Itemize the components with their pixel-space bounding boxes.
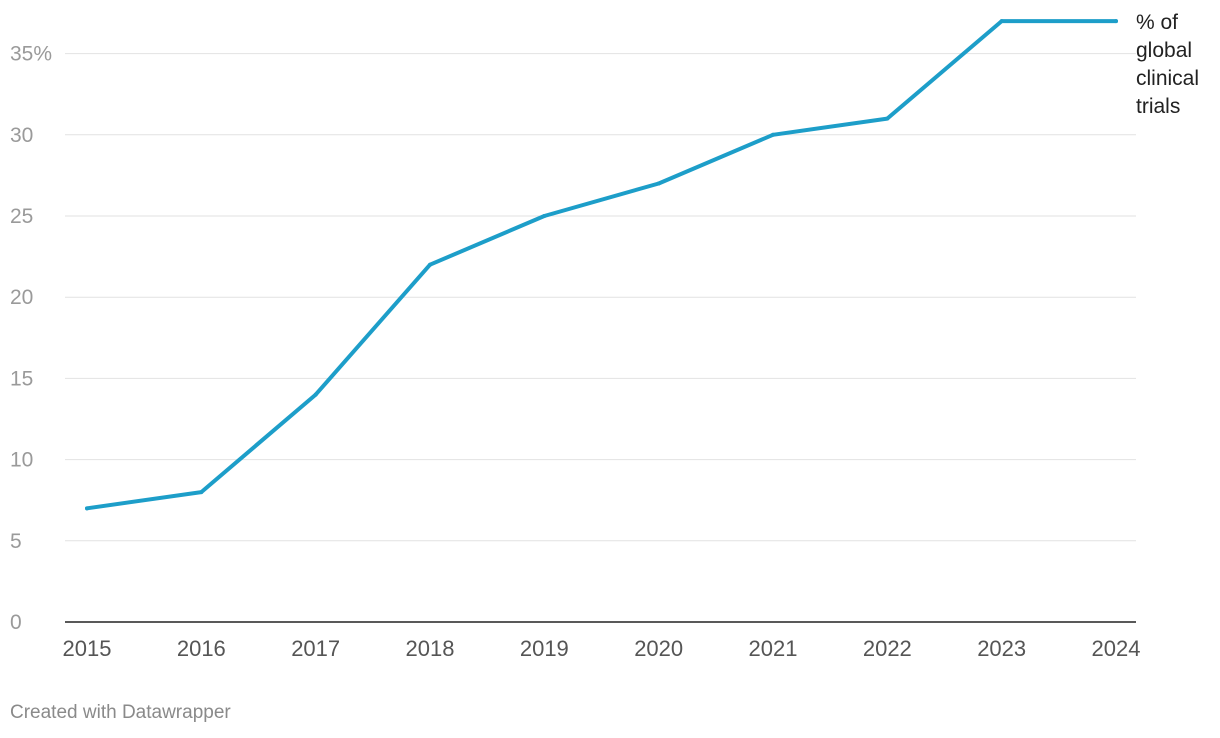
series-label: % of global clinical trials [1136,11,1199,118]
y-tick-label: 10 [10,449,33,472]
series-label-line: % of [1136,11,1178,34]
series-layer [85,19,1118,511]
data-point [885,116,890,121]
x-tick-label: 2018 [406,636,455,661]
x-tick-label: 2022 [863,636,912,661]
series-label-layer: % of global clinical trials [1136,11,1199,118]
y-tick-label: 20 [10,286,33,309]
y-tick-label: 5 [10,530,22,553]
data-point [771,132,775,137]
data-point [656,181,661,186]
x-tick-label: 2017 [291,636,340,661]
data-point [1114,19,1118,24]
y-tick-label: 25 [10,205,33,228]
series-label-line: clinical [1136,67,1199,90]
y-tick-label: 35% [10,43,52,66]
data-point [542,214,547,218]
data-point [85,506,89,511]
y-axis-ticks: 0 5 10 15 20 25 30 35% [10,43,52,634]
x-tick-label: 2021 [749,636,798,661]
y-tick-label: 15 [10,367,33,390]
series-line [85,19,1118,511]
y-tick-label: 30 [10,124,33,147]
data-point [199,490,204,495]
data-point [313,392,318,397]
x-tick-label: 2016 [177,636,226,661]
gridlines [65,53,1136,623]
x-tick-label: 2020 [634,636,683,661]
series-label-line: global [1136,39,1192,62]
x-tick-label: 2015 [63,636,112,661]
x-tick-label: 2019 [520,636,569,661]
x-tick-label: 2023 [977,636,1026,661]
y-tick-label: 0 [10,611,22,634]
data-point [428,262,432,267]
footer-credit: Created with Datawrapper [10,702,231,723]
line-chart: 0 5 10 15 20 25 30 35% 2015 2016 2017 2018 2019 2020… [10,11,1199,661]
series-label-line: trials [1136,95,1180,118]
x-tick-label: 2024 [1092,636,1141,661]
data-point [999,19,1004,24]
x-axis-ticks: 2015 2016 2017 2018 2019 2020 2021 2022 2023 2024 [63,636,1141,661]
